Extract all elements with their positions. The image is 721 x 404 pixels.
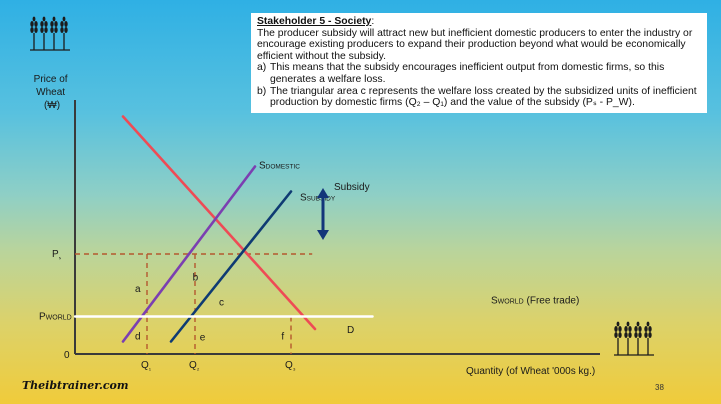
x-tick-label: Q₂	[189, 360, 200, 372]
y-tick-label: PWORLD	[39, 312, 72, 323]
curve-d	[121, 115, 317, 331]
explanation-point: a) This means that the subsidy encourage…	[257, 62, 702, 85]
tick-labels: Q₁ Q₂ Q₃ Pₛ PWORLD	[39, 249, 296, 372]
explanation-box: Stakeholder 5 - Society: The producer su…	[251, 13, 707, 113]
explanation-title: Stakeholder 5 - Society	[257, 16, 372, 27]
brand-logo: Theibtrainer.com	[22, 379, 129, 392]
series-label-s-subsidy: SSUBSIDY	[300, 193, 336, 204]
subsidy-label: Subsidy	[334, 182, 370, 193]
y-tick-label: Pₛ	[52, 249, 62, 261]
area-labels: a b c d e f	[135, 273, 284, 344]
area-label-e: e	[200, 333, 206, 344]
wheat-icon	[30, 16, 70, 51]
point-text: This means that the subsidy encourages i…	[270, 62, 665, 85]
wheat-icon	[614, 321, 654, 356]
area-label-b: b	[193, 273, 199, 284]
area-label-f: f	[281, 331, 284, 342]
x-axis-label: Quantity (of Wheat '000s kg.)	[466, 366, 595, 377]
origin-label: 0	[64, 350, 70, 361]
explanation-intro: The producer subsidy will attract new bu…	[257, 27, 693, 62]
point-marker: b)	[257, 85, 267, 97]
point-marker: a)	[257, 62, 267, 74]
area-label-c: c	[219, 298, 224, 309]
curves: D SDOMESTIC SSUBSIDY SWORLD (Free trade)	[73, 115, 579, 343]
subsidy-annotation: Subsidy	[317, 182, 370, 240]
subsidy-arrowhead-up	[317, 188, 329, 198]
page-number: 38	[655, 383, 664, 392]
curve-s-domestic	[121, 165, 257, 343]
curve-s-subsidy	[169, 190, 293, 343]
series-label-s-world: SWORLD (Free trade)	[491, 296, 579, 307]
y-axis-label: Price of Wheat (₩)	[34, 74, 71, 111]
x-tick-label: Q₃	[285, 360, 296, 372]
dashed-guides	[75, 253, 313, 354]
area-label-a: a	[135, 284, 141, 295]
explanation-point: b) The triangular area c represents the …	[257, 86, 702, 109]
area-label-d: d	[135, 331, 141, 342]
subsidy-arrowhead-down	[317, 230, 329, 240]
x-tick-label: Q₁	[141, 360, 152, 372]
series-label-s-domestic: SDOMESTIC	[259, 161, 300, 172]
point-text: The triangular area c represents the wel…	[270, 85, 697, 109]
title-colon: :	[371, 16, 375, 27]
series-label-d: D	[347, 325, 354, 336]
